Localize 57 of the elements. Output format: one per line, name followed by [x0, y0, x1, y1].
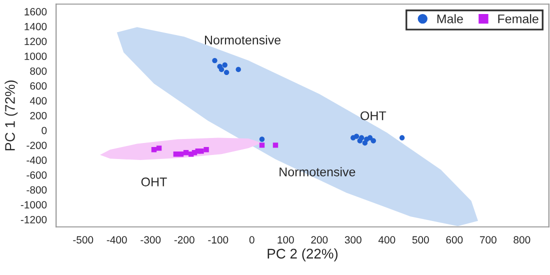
- x-tick-label: -500: [73, 236, 94, 244]
- legend-label: Male: [437, 14, 463, 24]
- x-tick-label: 0: [249, 236, 254, 244]
- point: [358, 135, 364, 140]
- x-tick-label: 200: [311, 236, 328, 244]
- annotation: OHT: [141, 177, 167, 186]
- point: [151, 147, 157, 152]
- x-tick-label: 600: [446, 236, 463, 244]
- x-axis-title: PC 2 (22%): [268, 248, 338, 262]
- x-tick-label: 400: [378, 236, 396, 244]
- annotation: Normotensive: [204, 35, 281, 44]
- point: [173, 152, 179, 157]
- y-tick-label: 1600: [24, 8, 47, 16]
- point: [236, 66, 241, 72]
- y-tick-label: -800: [26, 186, 47, 194]
- point: [370, 138, 376, 144]
- y-tick-label: -1000: [20, 201, 47, 208]
- x-tick-label: -400: [106, 236, 127, 244]
- x-tick-label: 500: [412, 236, 429, 244]
- point: [224, 70, 230, 76]
- annotation: OHT: [360, 111, 386, 120]
- point: [222, 62, 228, 68]
- y-tick-label: 1200: [24, 38, 47, 46]
- y-tick-label: -400: [26, 156, 47, 164]
- point: [178, 152, 184, 157]
- point: [156, 146, 162, 151]
- y-tick-label: 400: [30, 97, 47, 105]
- point: [198, 148, 204, 154]
- x-tick-label: 700: [480, 236, 496, 244]
- x-tick-label: 800: [514, 236, 530, 244]
- y-tick-label: 800: [30, 67, 47, 75]
- point: [212, 58, 218, 64]
- point: [183, 150, 189, 156]
- y-tick-label: 600: [30, 82, 47, 90]
- legend-label: Female: [498, 14, 538, 24]
- y-axis-title: PC 1 (72%): [4, 80, 18, 150]
- x-tick-label: -100: [208, 236, 228, 244]
- y-tick-label: 1400: [24, 22, 47, 30]
- point: [354, 134, 360, 139]
- x-tick-label: 100: [278, 236, 294, 244]
- y-tick-label: -600: [26, 171, 47, 179]
- point: [272, 142, 278, 148]
- y-tick-label: 200: [30, 112, 47, 120]
- x-tick-label: 300: [344, 236, 362, 244]
- point: [204, 147, 209, 152]
- y-tick-label: -1200: [20, 216, 47, 224]
- point: [399, 135, 405, 140]
- x-tick-label: -300: [140, 236, 161, 244]
- y-tick-label: -200: [26, 142, 47, 150]
- point: [259, 142, 265, 148]
- point: [367, 135, 373, 140]
- point: [259, 136, 265, 142]
- y-tick-label: 0: [42, 126, 47, 134]
- x-tick-label: -200: [174, 236, 194, 244]
- y-tick-label: 1000: [24, 52, 47, 60]
- point: [218, 66, 224, 72]
- annotation: Normotensive: [280, 167, 356, 176]
